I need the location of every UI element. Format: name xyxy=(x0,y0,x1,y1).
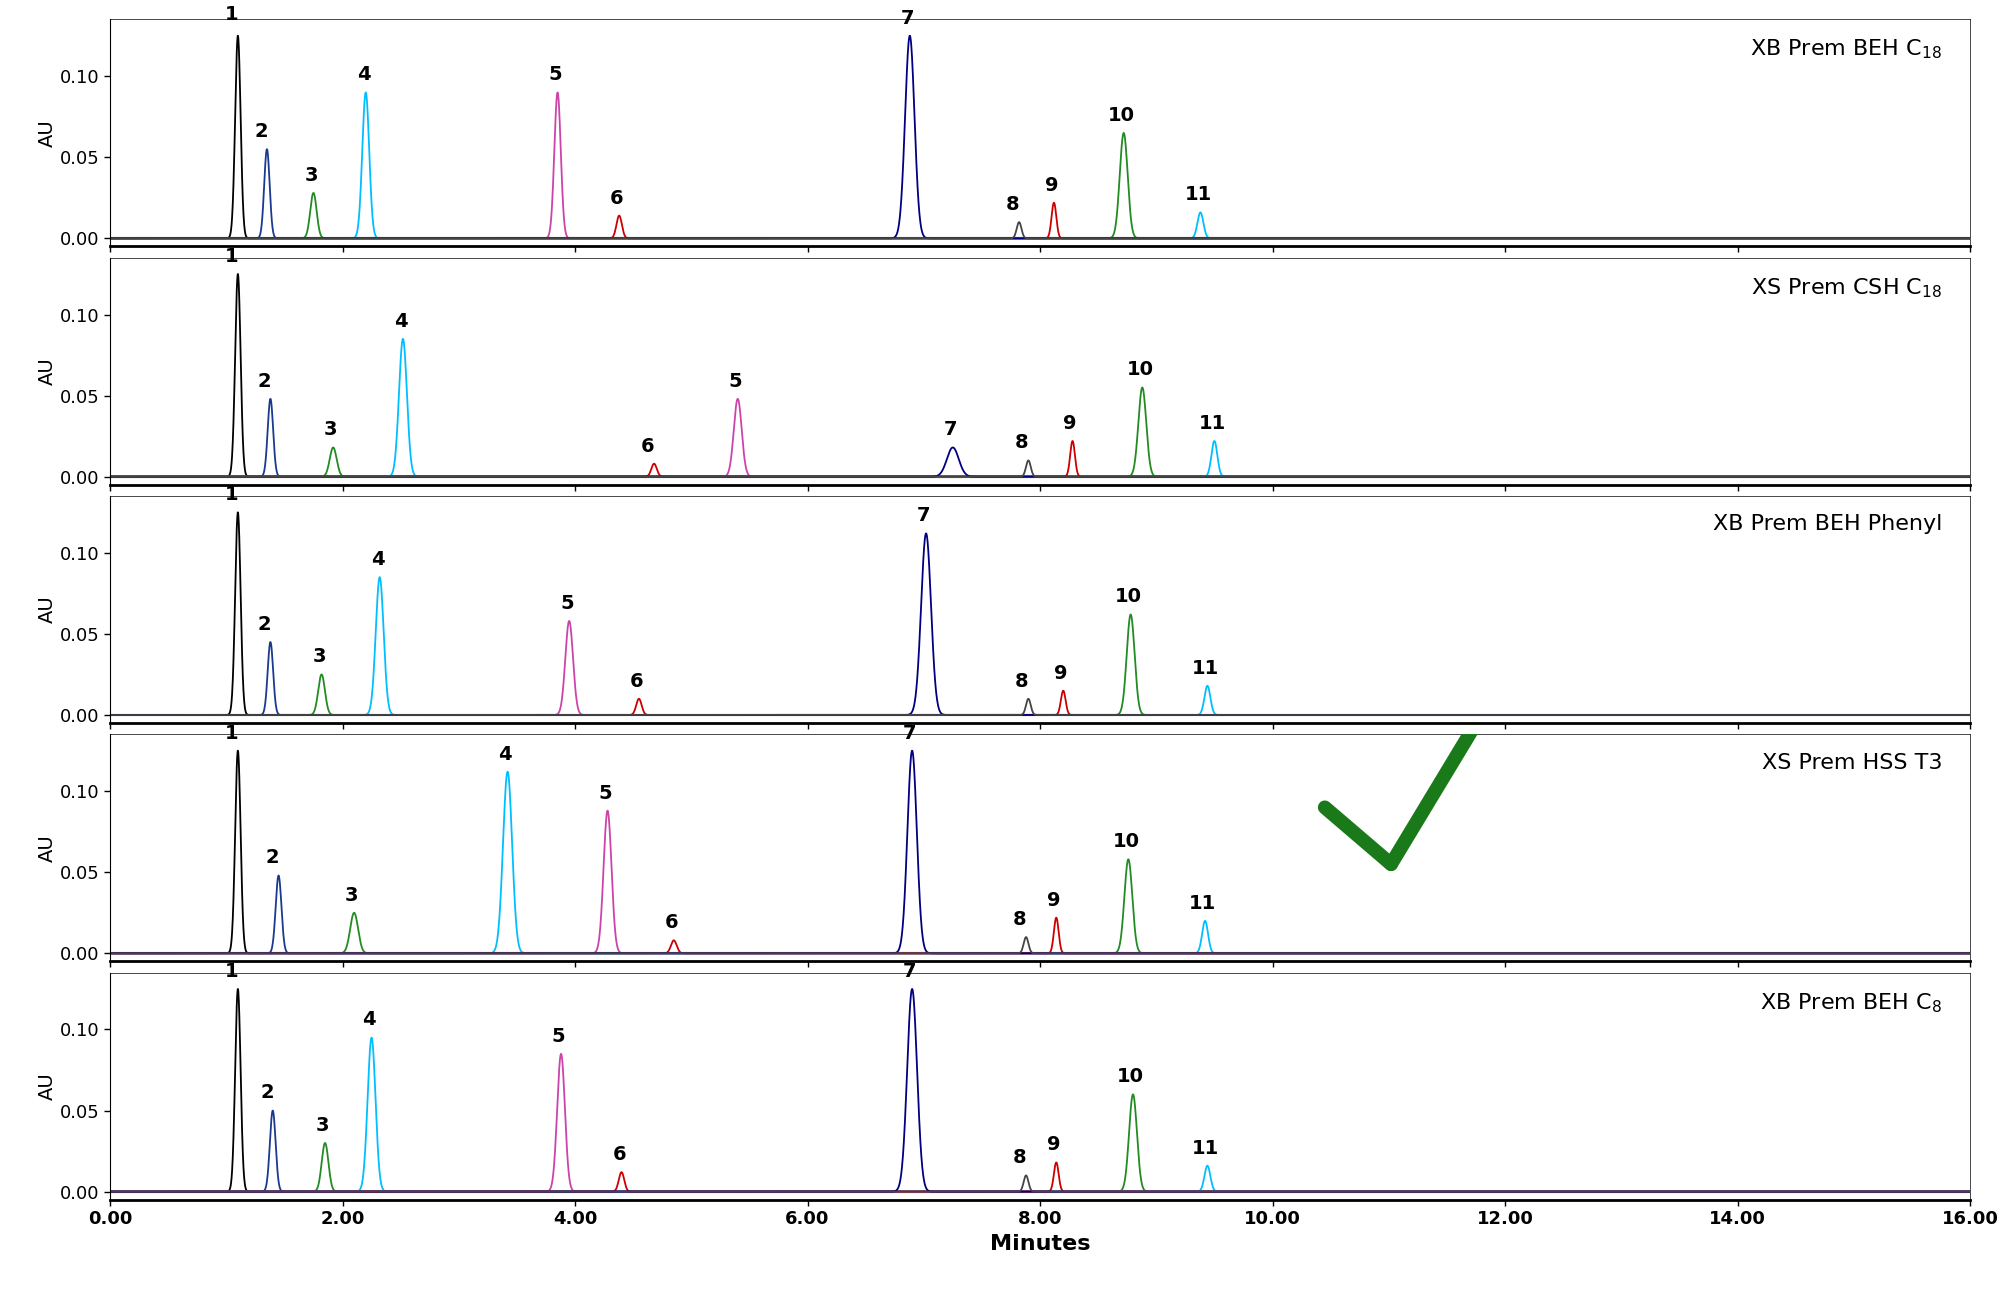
Text: 3: 3 xyxy=(304,166,318,184)
Y-axis label: AU: AU xyxy=(38,834,58,861)
Text: XB Prem BEH Phenyl: XB Prem BEH Phenyl xyxy=(1712,515,1942,534)
Text: 4: 4 xyxy=(498,744,512,764)
Text: 11: 11 xyxy=(1184,185,1212,204)
Text: XS Prem HSS T3: XS Prem HSS T3 xyxy=(1762,752,1942,773)
Text: 11: 11 xyxy=(1198,414,1226,433)
Text: 1: 1 xyxy=(226,5,238,25)
Y-axis label: AU: AU xyxy=(38,119,58,147)
Text: 10: 10 xyxy=(1118,1067,1144,1087)
Text: 7: 7 xyxy=(900,9,914,27)
Text: 10: 10 xyxy=(1108,106,1134,125)
Text: 11: 11 xyxy=(1192,659,1218,677)
Text: 6: 6 xyxy=(612,1145,626,1165)
Text: XB Prem BEH C$_{18}$: XB Prem BEH C$_{18}$ xyxy=(1750,38,1942,61)
Text: XS Prem CSH C$_{18}$: XS Prem CSH C$_{18}$ xyxy=(1750,276,1942,300)
Text: 6: 6 xyxy=(610,188,624,208)
Text: 9: 9 xyxy=(1064,414,1076,433)
Text: 3: 3 xyxy=(324,420,338,440)
Text: XB Prem BEH C$_{8}$: XB Prem BEH C$_{8}$ xyxy=(1760,991,1942,1014)
Text: 5: 5 xyxy=(560,594,574,613)
Text: 5: 5 xyxy=(728,372,742,390)
Text: 9: 9 xyxy=(1048,1135,1060,1154)
Text: 8: 8 xyxy=(1014,672,1028,690)
Text: 7: 7 xyxy=(944,420,958,440)
Text: 1: 1 xyxy=(226,962,238,981)
Text: 3: 3 xyxy=(346,886,358,905)
Text: 2: 2 xyxy=(258,615,272,634)
Text: 5: 5 xyxy=(548,65,562,84)
Text: 5: 5 xyxy=(598,783,612,803)
Text: 5: 5 xyxy=(552,1027,566,1045)
Text: 4: 4 xyxy=(370,550,384,569)
Text: 2: 2 xyxy=(258,372,272,390)
Text: 9: 9 xyxy=(1044,175,1058,195)
Text: 8: 8 xyxy=(1006,195,1018,214)
Text: 2: 2 xyxy=(254,122,268,141)
Text: 9: 9 xyxy=(1048,891,1060,909)
Text: 6: 6 xyxy=(630,672,644,690)
Text: 4: 4 xyxy=(394,311,408,331)
Text: 11: 11 xyxy=(1192,1139,1218,1158)
Text: 3: 3 xyxy=(316,1115,330,1135)
Text: 3: 3 xyxy=(312,647,326,667)
Y-axis label: AU: AU xyxy=(38,595,58,624)
Text: 7: 7 xyxy=(904,962,916,981)
Text: 6: 6 xyxy=(664,913,678,933)
Text: 9: 9 xyxy=(1054,664,1068,682)
Text: 8: 8 xyxy=(1012,910,1026,929)
Text: 10: 10 xyxy=(1114,588,1142,607)
Text: 8: 8 xyxy=(1012,1148,1026,1167)
X-axis label: Minutes: Minutes xyxy=(990,1233,1090,1254)
Text: 2: 2 xyxy=(260,1083,274,1102)
Text: 4: 4 xyxy=(362,1010,376,1030)
Text: 6: 6 xyxy=(640,437,654,455)
Text: 11: 11 xyxy=(1190,894,1216,913)
Text: 1: 1 xyxy=(226,485,238,505)
Y-axis label: AU: AU xyxy=(38,358,58,385)
Text: 1: 1 xyxy=(226,724,238,743)
Y-axis label: AU: AU xyxy=(38,1073,58,1100)
Text: 1: 1 xyxy=(226,246,238,266)
Text: 7: 7 xyxy=(916,506,930,525)
Text: 2: 2 xyxy=(266,848,280,868)
Text: 10: 10 xyxy=(1112,833,1140,851)
Text: 7: 7 xyxy=(904,724,916,743)
Text: 4: 4 xyxy=(356,65,370,84)
Text: 8: 8 xyxy=(1014,433,1028,453)
Text: 10: 10 xyxy=(1126,361,1154,379)
